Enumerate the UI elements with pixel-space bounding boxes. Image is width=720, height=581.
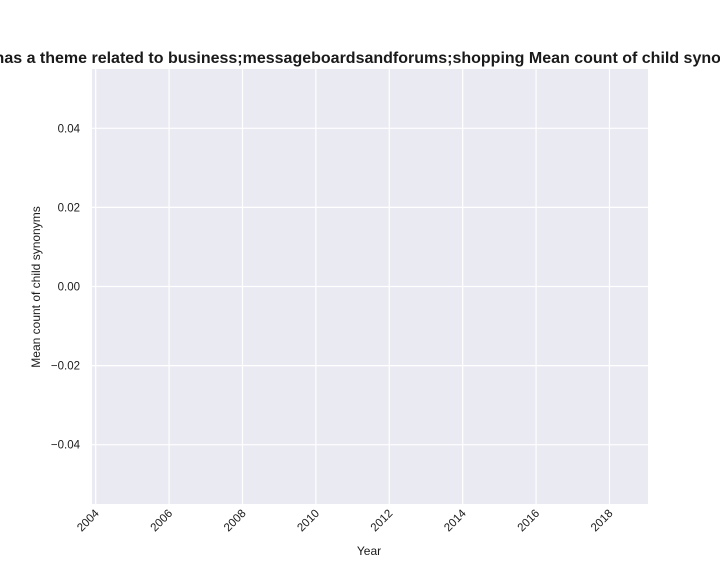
x-tick-label: 2014 — [442, 507, 469, 534]
x-tick-label: 2008 — [222, 508, 249, 535]
y-tick-label: 0.02 — [58, 202, 80, 214]
x-tick-label: 2018 — [589, 508, 616, 535]
x-tick-label: 2004 — [75, 507, 102, 534]
x-axis-label: Year — [357, 544, 381, 558]
y-tick-label: 0.04 — [58, 123, 81, 135]
y-tick-label: −0.02 — [51, 361, 80, 373]
chart-title: Trend in articles with 'Economy' as a to… — [0, 50, 720, 67]
x-tick-label: 2006 — [149, 508, 176, 535]
x-tick-labels: 2004 2006 2008 2010 2012 2014 2016 2018 — [75, 507, 615, 534]
x-tick-label: 2010 — [295, 508, 322, 535]
y-gridlines — [92, 127, 648, 446]
y-axis-label: Mean count of child synonyms — [29, 206, 43, 367]
y-tick-label: 0.00 — [58, 282, 80, 294]
x-tick-label: 2012 — [369, 508, 396, 535]
x-tick-label: 2016 — [516, 508, 543, 535]
y-tick-label: −0.04 — [51, 440, 81, 452]
y-tick-labels: 0.04 0.02 0.00 −0.02 −0.04 — [51, 123, 81, 451]
